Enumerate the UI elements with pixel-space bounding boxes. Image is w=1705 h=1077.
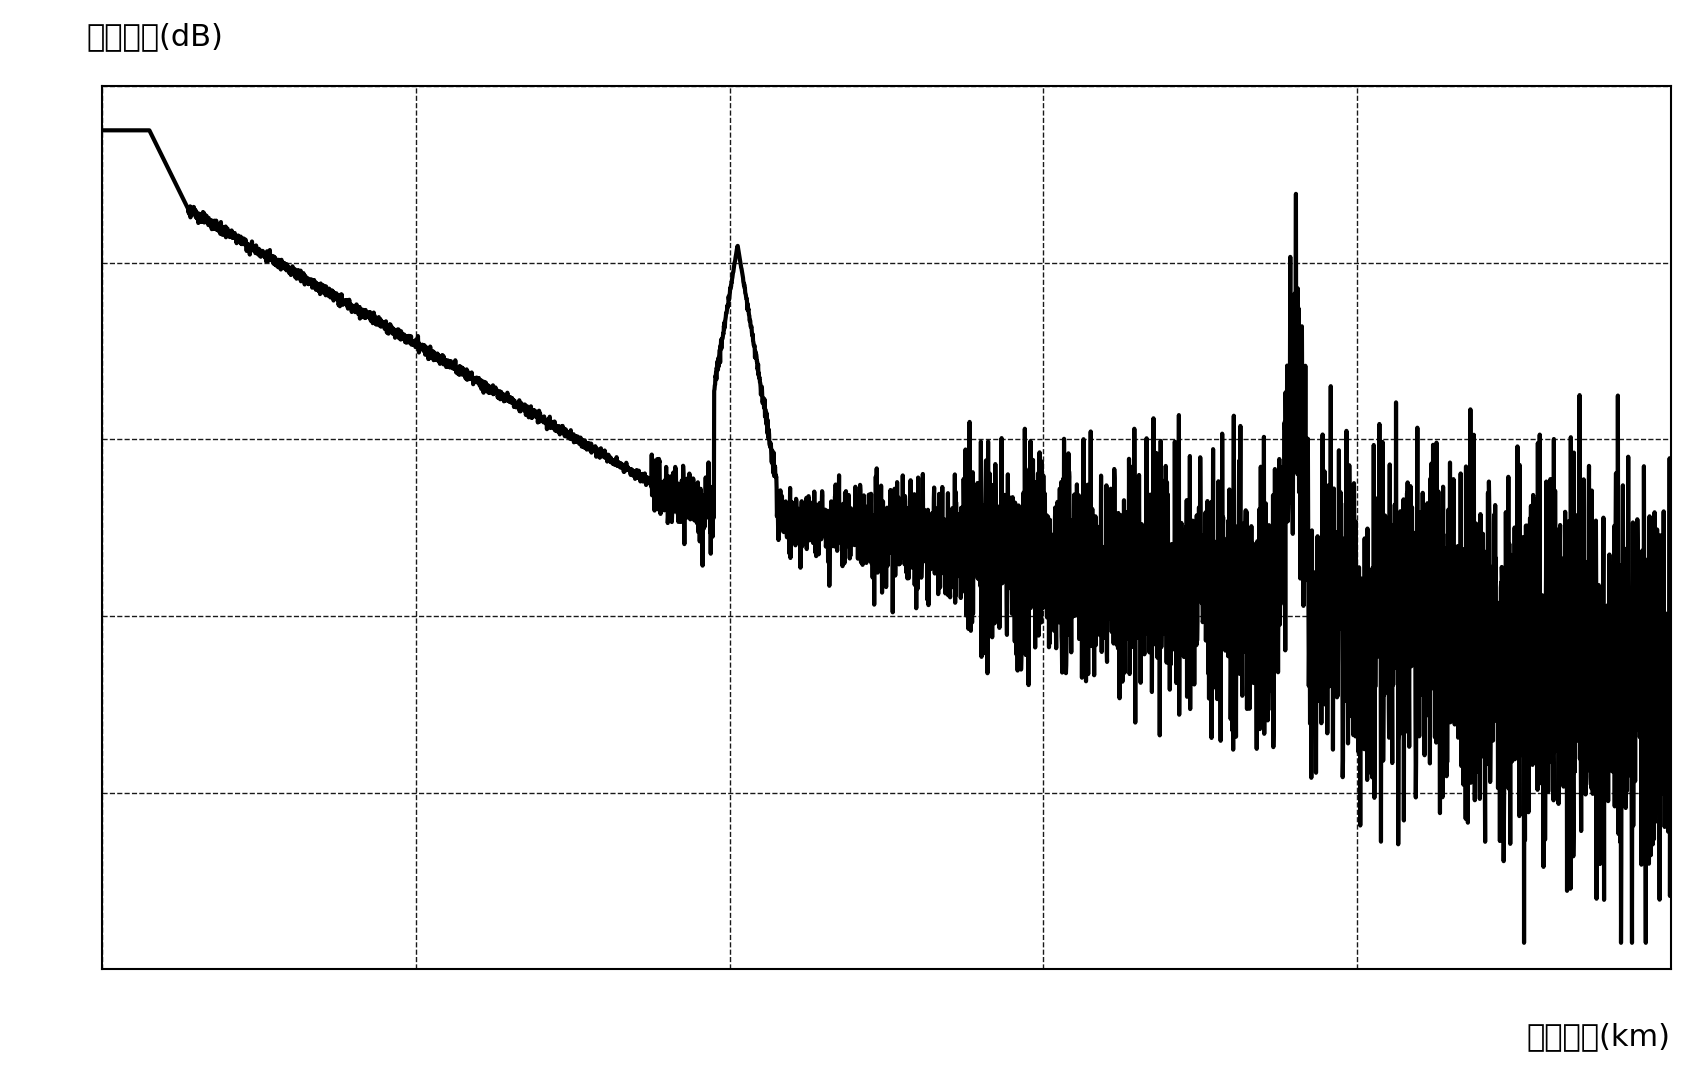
- X-axis label: 光纤长度(km): 光纤长度(km): [1528, 1022, 1671, 1051]
- Y-axis label: 相对强度(dB): 相对强度(dB): [87, 22, 223, 51]
